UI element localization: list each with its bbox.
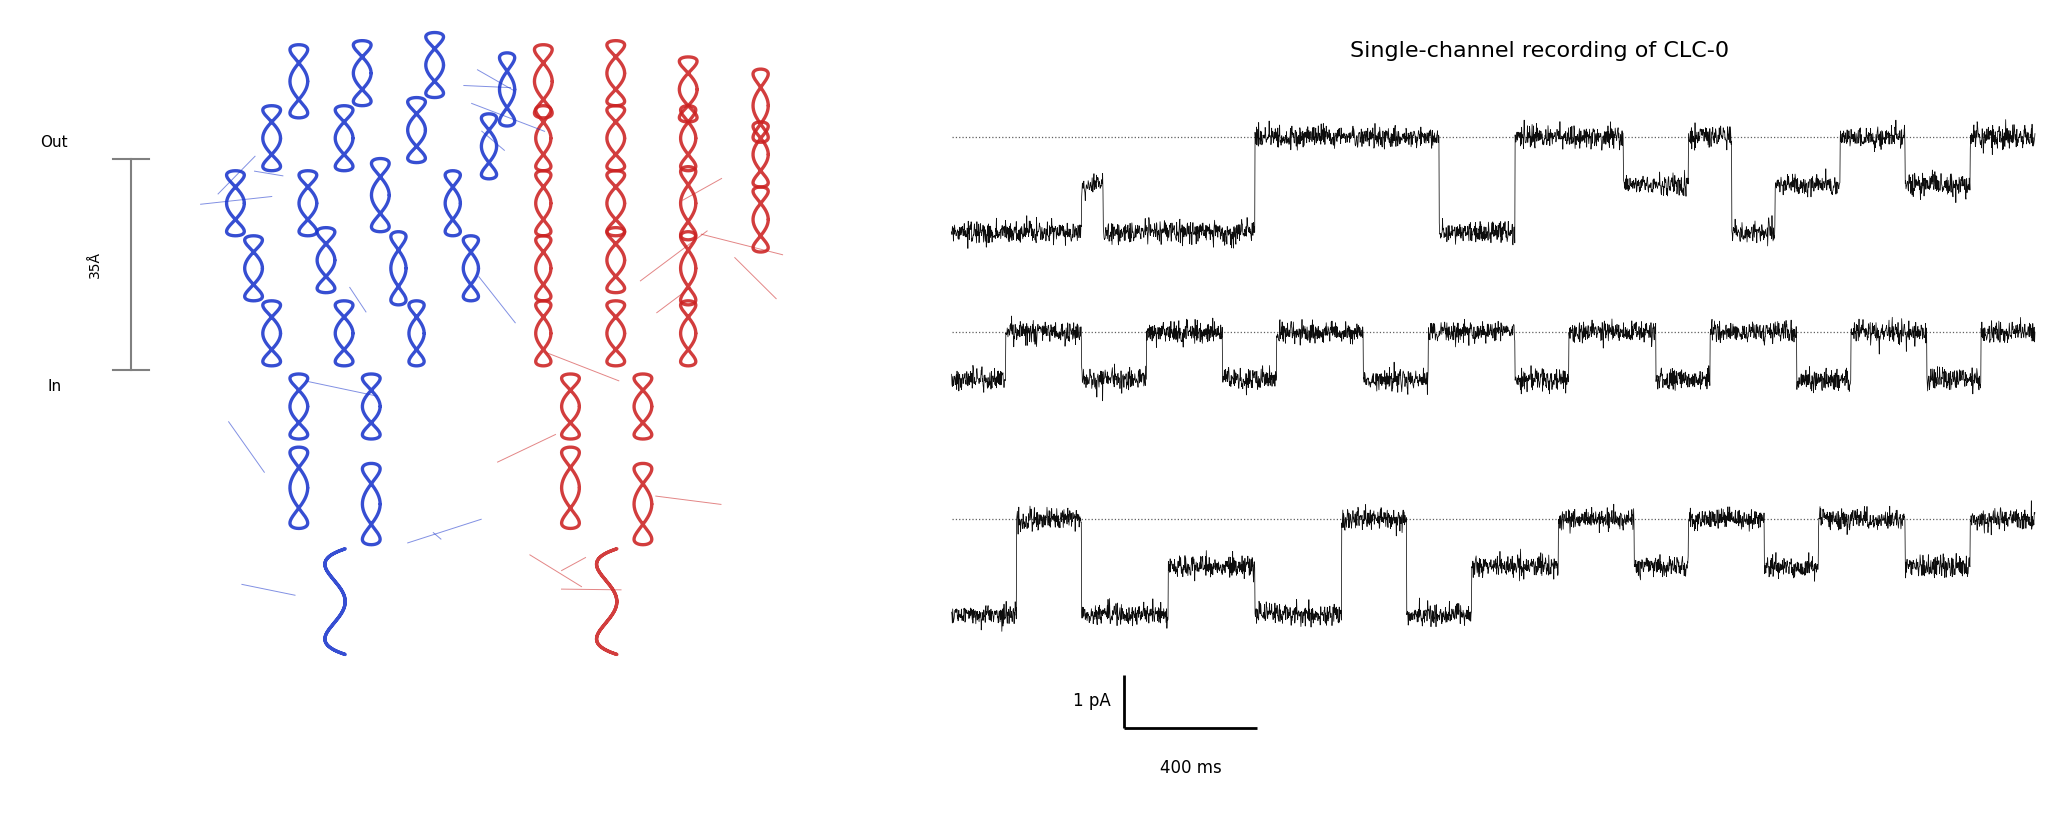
Text: In: In bbox=[47, 379, 62, 393]
Text: Single-channel recording of CLC-0: Single-channel recording of CLC-0 bbox=[1350, 41, 1729, 61]
Text: 35Å: 35Å bbox=[88, 250, 103, 278]
Text: 400 ms: 400 ms bbox=[1161, 759, 1222, 776]
Text: Out: Out bbox=[41, 135, 68, 150]
Text: 1 pA: 1 pA bbox=[1072, 692, 1111, 711]
